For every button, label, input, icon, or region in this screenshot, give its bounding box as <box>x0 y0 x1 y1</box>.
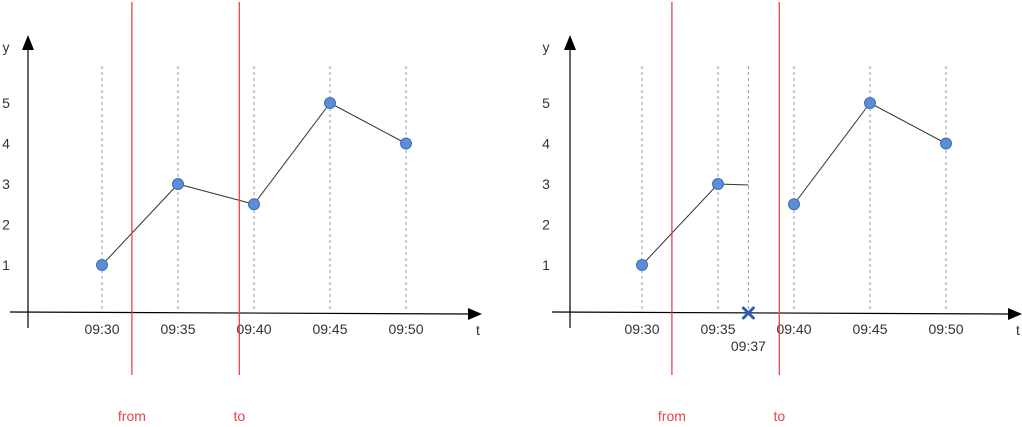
annotation-label: 09:37 <box>731 338 766 354</box>
range-marker-label-from: from <box>658 408 686 424</box>
data-point <box>864 97 876 109</box>
y-tick-label: 1 <box>542 257 550 273</box>
data-point <box>324 97 336 109</box>
data-point <box>636 259 648 271</box>
x-axis-label: t <box>476 322 480 338</box>
x-tick-label: 09:50 <box>388 321 423 337</box>
x-axis-arrow <box>468 308 482 320</box>
series-segment <box>177 183 255 205</box>
series-segment <box>253 102 331 205</box>
y-axis-arrow <box>564 35 576 50</box>
x-axis-line <box>551 311 1011 315</box>
data-point <box>788 198 800 211</box>
series-segment <box>641 183 719 266</box>
y-axis-label: y <box>3 39 10 55</box>
series-segment <box>869 102 947 144</box>
data-point <box>172 178 184 190</box>
cross-marker-icon <box>741 306 755 320</box>
range-marker-label-from: from <box>118 408 146 424</box>
data-point <box>96 259 108 271</box>
series-segment <box>329 102 407 144</box>
y-axis-arrow <box>22 35 34 50</box>
x-axis-arrow <box>1008 308 1022 320</box>
range-marker-label-to: to <box>233 408 245 424</box>
series-segment <box>101 183 179 266</box>
x-tick-label: 09:45 <box>852 321 887 337</box>
y-axis-label: y <box>543 39 550 55</box>
left-chart-panel: t y 1 2 3 4 5 09:30 09:35 09:40 09:45 09:50 from to <box>2 2 482 424</box>
x-axis-label: t <box>1016 322 1020 338</box>
x-tick-label: 09:50 <box>928 321 963 337</box>
data-point <box>400 137 412 150</box>
data-point <box>248 198 260 211</box>
y-tick-label: 5 <box>542 95 550 111</box>
y-tick-label: 3 <box>2 176 10 192</box>
y-tick-label: 4 <box>2 136 10 152</box>
x-axis-line <box>9 311 471 315</box>
x-tick-label: 09:40 <box>236 321 271 337</box>
data-point <box>712 178 724 190</box>
x-tick-label: 09:40 <box>776 321 811 337</box>
x-tick-label: 09:35 <box>160 321 195 337</box>
x-tick-label: 09:30 <box>84 321 119 337</box>
right-chart-panel: t y 1 2 3 4 5 09:30 09:35 09:40 09:45 09:50 from to 09… <box>542 2 1022 424</box>
x-tick-label: 09:45 <box>312 321 347 337</box>
y-tick-label: 2 <box>2 217 10 233</box>
range-marker-label-to: to <box>773 408 785 424</box>
series-segment <box>793 102 871 205</box>
y-tick-label: 2 <box>542 217 550 233</box>
data-point <box>940 137 952 150</box>
x-tick-label: 09:35 <box>700 321 735 337</box>
y-tick-label: 3 <box>542 176 550 192</box>
y-tick-label: 1 <box>2 257 10 273</box>
y-tick-label: 4 <box>542 136 550 152</box>
x-tick-label: 09:30 <box>624 321 659 337</box>
y-tick-label: 5 <box>2 95 10 111</box>
